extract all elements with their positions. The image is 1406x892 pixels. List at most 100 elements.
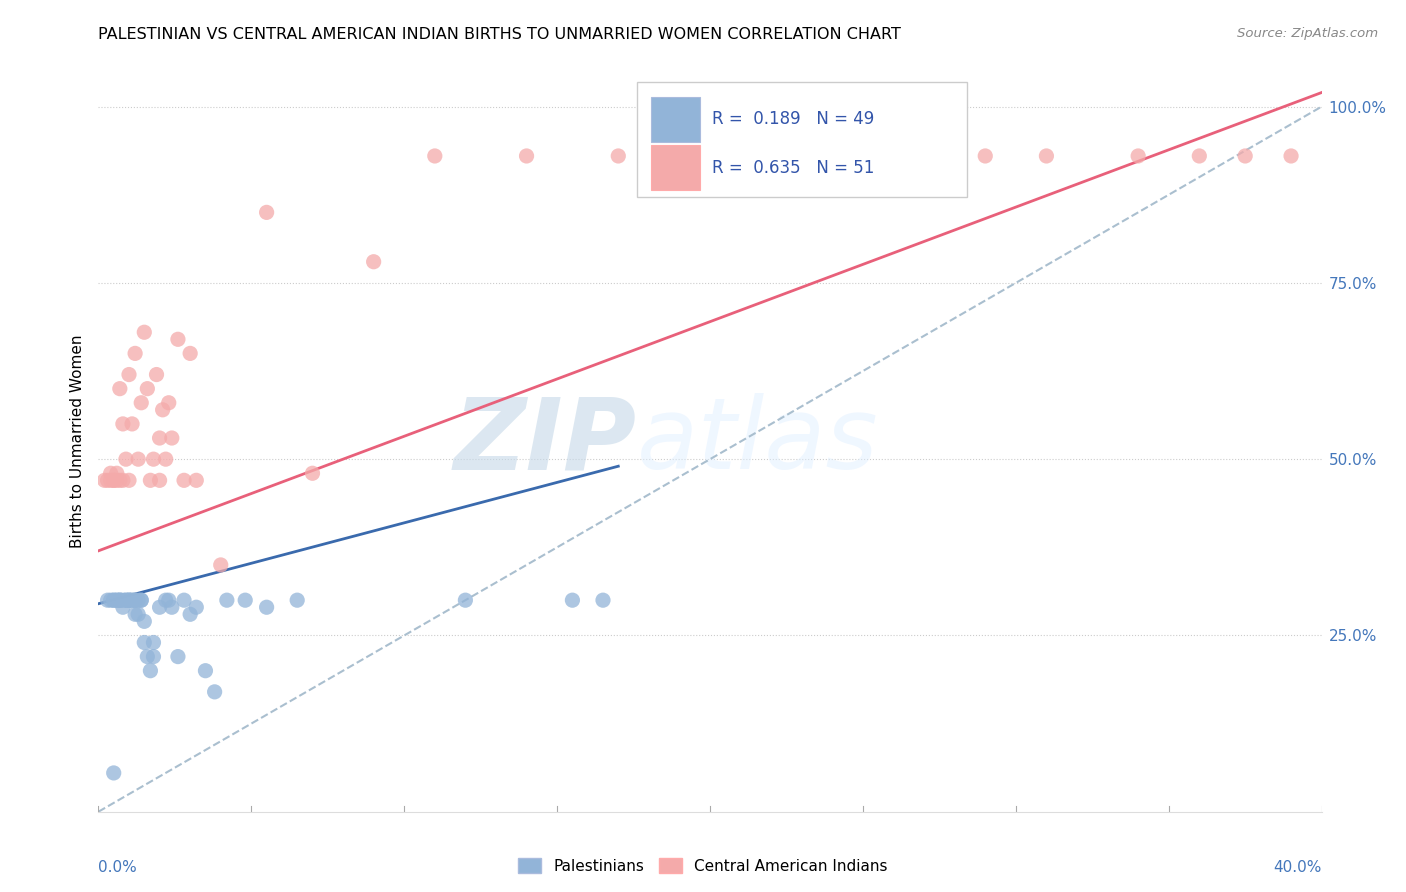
Point [111,473,134,487]
Point [179,607,201,622]
Point [124,346,146,360]
Point [111,593,134,607]
Point [103,473,125,487]
Point [100,467,122,481]
Legend: Palestinians, Central American Indians: Palestinians, Central American Indians [512,852,894,880]
Point [155,452,177,467]
Point [134,615,156,629]
Point [423,149,446,163]
Text: R =  0.635   N = 51: R = 0.635 N = 51 [713,159,875,177]
Point [233,593,256,607]
Point [173,593,195,607]
Point [136,382,159,396]
Point [204,685,226,699]
Point [186,600,208,615]
Point [108,473,131,487]
Point [93,473,115,487]
Point [108,593,131,607]
Point [97,593,120,607]
Point [108,593,131,607]
Point [105,593,128,607]
Point [285,593,308,607]
Point [100,593,122,607]
Point [194,664,217,678]
Text: PALESTINIAN VS CENTRAL AMERICAN INDIAN BIRTHS TO UNMARRIED WOMEN CORRELATION CHA: PALESTINIAN VS CENTRAL AMERICAN INDIAN B… [98,27,901,42]
Point [363,254,385,268]
Point [155,593,177,607]
Point [209,558,232,572]
Point [124,593,146,607]
Point [124,607,146,622]
Point [121,593,143,607]
Point [103,593,125,607]
Point [152,402,174,417]
Point [124,593,146,607]
Point [134,325,156,339]
Point [179,346,201,360]
Point [111,600,134,615]
Point [115,593,138,607]
Point [139,664,162,678]
Point [121,417,143,431]
Point [160,600,183,615]
Point [149,600,172,615]
Point [115,452,138,467]
Point [607,149,630,163]
Point [1279,149,1302,163]
Point [118,473,141,487]
Point [186,473,208,487]
FancyBboxPatch shape [651,145,700,190]
Point [454,593,477,607]
Text: 40.0%: 40.0% [1274,860,1322,875]
Point [129,593,152,607]
Point [103,473,125,487]
Point [121,593,143,607]
Point [127,607,149,622]
Point [129,396,152,410]
Point [100,473,122,487]
Point [127,452,149,467]
Point [118,593,141,607]
Point [256,205,278,219]
Point [699,149,721,163]
Point [215,593,238,607]
Point [118,368,141,382]
Point [105,467,128,481]
Text: ZIP: ZIP [454,393,637,490]
Point [256,600,278,615]
Point [561,593,583,607]
Point [173,473,195,487]
Point [134,635,156,649]
Point [1234,149,1257,163]
Point [115,593,138,607]
Point [108,382,131,396]
Point [1128,149,1150,163]
Point [118,593,141,607]
Point [103,766,125,780]
FancyBboxPatch shape [651,97,700,142]
Y-axis label: Births to Unmarried Women: Births to Unmarried Women [69,334,84,549]
Text: atlas: atlas [637,393,879,490]
Point [129,593,152,607]
Point [149,431,172,445]
Point [149,473,172,487]
Text: 0.0%: 0.0% [98,860,138,875]
Text: Source: ZipAtlas.com: Source: ZipAtlas.com [1237,27,1378,40]
Point [103,593,125,607]
Point [142,635,165,649]
Point [759,149,782,163]
Point [1188,149,1211,163]
Point [160,431,183,445]
Point [127,593,149,607]
Text: R =  0.189   N = 49: R = 0.189 N = 49 [713,111,875,128]
FancyBboxPatch shape [637,82,967,197]
Point [142,452,165,467]
Point [145,368,167,382]
Point [118,593,141,607]
Point [105,473,128,487]
Point [1035,149,1057,163]
Point [111,417,134,431]
Point [157,396,180,410]
Point [974,149,997,163]
Point [105,593,128,607]
